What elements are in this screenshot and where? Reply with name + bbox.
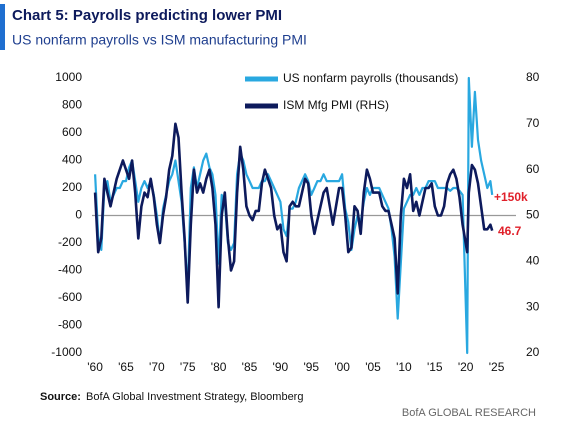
y-tick-label: 1000 [55, 70, 82, 84]
y-tick-label: 200 [62, 180, 82, 194]
x-tick-label: '70 [149, 360, 165, 374]
y-tick-label: 800 [62, 98, 82, 112]
y-tick-label: -400 [58, 263, 82, 277]
legend-label: US nonfarm payrolls (thousands) [283, 71, 458, 85]
chart-title: Chart 5: Payrolls predicting lower PMI [12, 7, 282, 24]
y-tick-label: 0 [75, 208, 82, 222]
x-tick-label: '20 [458, 360, 474, 374]
x-tick-label: '00 [334, 360, 350, 374]
y-tick-label: -600 [58, 290, 82, 304]
title-bar [0, 4, 5, 50]
y-tick-label: -1000 [51, 345, 82, 359]
x-tick-label: '05 [365, 360, 381, 374]
y-tick-label: -200 [58, 235, 82, 249]
y-tick-label: 400 [62, 153, 82, 167]
y2-tick-label: 60 [526, 162, 540, 176]
source: BofA Global Investment Strategy, Bloombe… [86, 391, 303, 403]
annotation: 46.7 [498, 224, 522, 238]
x-tick-label: '85 [242, 360, 258, 374]
y2-tick-label: 80 [526, 70, 540, 84]
x-tick-label: '65 [118, 360, 134, 374]
source-label: Source: [40, 391, 81, 403]
legend-label: ISM Mfg PMI (RHS) [283, 98, 389, 112]
y2-tick-label: 30 [526, 299, 540, 313]
y-tick-label: -800 [58, 318, 82, 332]
y2-tick-label: 50 [526, 208, 540, 222]
x-tick-label: '25 [489, 360, 505, 374]
brand: BofA GLOBAL RESEARCH [402, 407, 536, 419]
series-line [93, 122, 494, 309]
y2-tick-label: 70 [526, 116, 540, 130]
y2-tick-label: 20 [526, 345, 540, 359]
x-tick-label: '10 [396, 360, 412, 374]
x-tick-label: '95 [303, 360, 319, 374]
y-tick-label: 600 [62, 125, 82, 139]
x-tick-label: '75 [180, 360, 196, 374]
chart-subtitle: US nonfarm payrolls vs ISM manufacturing… [12, 32, 307, 48]
x-tick-label: '60 [87, 360, 103, 374]
x-tick-label: '80 [211, 360, 227, 374]
x-tick-label: '15 [427, 360, 443, 374]
x-tick-label: '90 [273, 360, 289, 374]
annotation: +150k [494, 190, 528, 204]
y2-tick-label: 40 [526, 254, 540, 268]
